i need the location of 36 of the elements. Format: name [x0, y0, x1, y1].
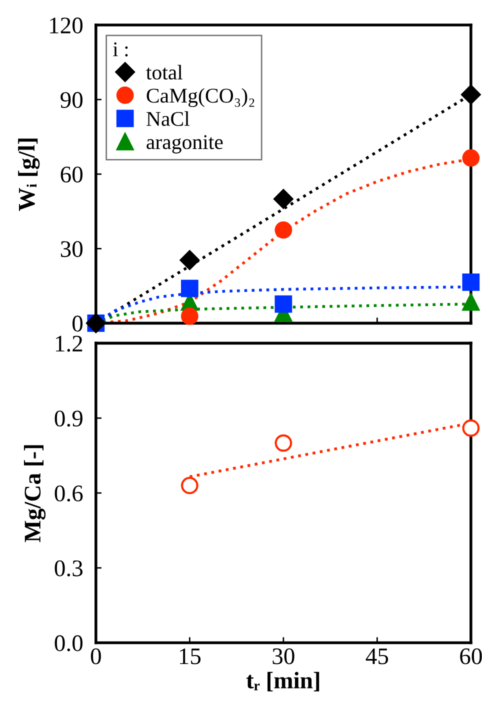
legend-label: aragonite: [146, 135, 223, 154]
point: [461, 84, 481, 104]
point: [274, 295, 292, 313]
point: [180, 280, 198, 298]
point: [274, 189, 294, 209]
point: [462, 274, 480, 291]
legend-label: total: [146, 64, 183, 80]
y-tick-label: 0.6: [54, 485, 83, 502]
point: [462, 419, 480, 437]
y-tick-label: 0.9: [54, 410, 82, 427]
legend-label: CaMg(CO₃)₂: [146, 88, 254, 108]
x-tick-label: 45: [366, 648, 388, 664]
y-tick-label: 30: [60, 241, 83, 258]
y-tick-label: 90: [60, 92, 83, 108]
x-tick-label: 60: [460, 648, 482, 664]
y-tick-label: 0: [72, 316, 83, 332]
x-tick-label: 0: [90, 648, 101, 664]
y-axis-title: Mg/Ca [-]: [24, 445, 46, 542]
y-tick-label: 1.2: [56, 336, 82, 352]
x-axis-title: tᵣ [min]: [246, 672, 320, 692]
point: [462, 149, 480, 167]
point: [180, 250, 200, 270]
y-tick-label: 0.0: [54, 635, 83, 652]
legend-title: i :: [113, 42, 128, 56]
legend-label: NaCl: [146, 111, 190, 126]
x-tick-label: 15: [180, 648, 201, 664]
y-tick-label: 60: [60, 166, 83, 183]
point: [274, 434, 292, 452]
x-tick-label: 30: [272, 648, 294, 664]
point: [180, 476, 198, 494]
point: [180, 308, 198, 325]
point: [274, 221, 292, 239]
y-tick-label: 120: [50, 18, 83, 34]
point: [462, 293, 480, 311]
y-tick-label: 0.3: [54, 560, 82, 576]
y-axis-title: Wᵢ [g/l]: [18, 138, 40, 211]
